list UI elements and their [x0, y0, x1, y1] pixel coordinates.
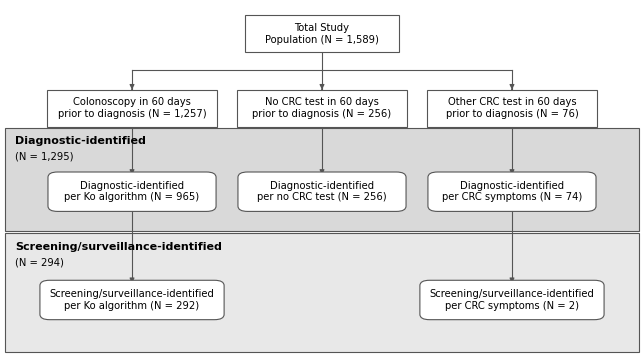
FancyBboxPatch shape: [238, 172, 406, 211]
Text: (N = 1,295): (N = 1,295): [15, 152, 73, 162]
Text: Screening/surveillance-identified
per Ko algorithm (N = 292): Screening/surveillance-identified per Ko…: [50, 289, 214, 311]
FancyBboxPatch shape: [245, 15, 399, 52]
FancyBboxPatch shape: [428, 172, 596, 211]
Text: Diagnostic-identified
per no CRC test (N = 256): Diagnostic-identified per no CRC test (N…: [257, 181, 387, 202]
Text: Diagnostic-identified
per CRC symptoms (N = 74): Diagnostic-identified per CRC symptoms (…: [442, 181, 582, 202]
FancyBboxPatch shape: [46, 90, 218, 127]
Text: Colonoscopy in 60 days
prior to diagnosis (N = 1,257): Colonoscopy in 60 days prior to diagnosi…: [58, 98, 206, 119]
FancyBboxPatch shape: [40, 280, 224, 320]
FancyBboxPatch shape: [5, 128, 639, 231]
FancyBboxPatch shape: [5, 233, 639, 352]
FancyBboxPatch shape: [236, 90, 408, 127]
FancyBboxPatch shape: [48, 172, 216, 211]
Text: Screening/surveillance-identified
per CRC symptoms (N = 2): Screening/surveillance-identified per CR…: [430, 289, 594, 311]
FancyBboxPatch shape: [426, 90, 598, 127]
Text: Diagnostic-identified
per Ko algorithm (N = 965): Diagnostic-identified per Ko algorithm (…: [64, 181, 200, 202]
Text: Screening/surveillance-identified: Screening/surveillance-identified: [15, 242, 222, 252]
Text: (N = 294): (N = 294): [15, 257, 64, 267]
Text: No CRC test in 60 days
prior to diagnosis (N = 256): No CRC test in 60 days prior to diagnosi…: [252, 98, 392, 119]
Text: Total Study
Population (N = 1,589): Total Study Population (N = 1,589): [265, 23, 379, 44]
Text: Diagnostic-identified: Diagnostic-identified: [15, 136, 146, 146]
FancyBboxPatch shape: [420, 280, 604, 320]
Text: Other CRC test in 60 days
prior to diagnosis (N = 76): Other CRC test in 60 days prior to diagn…: [446, 98, 578, 119]
